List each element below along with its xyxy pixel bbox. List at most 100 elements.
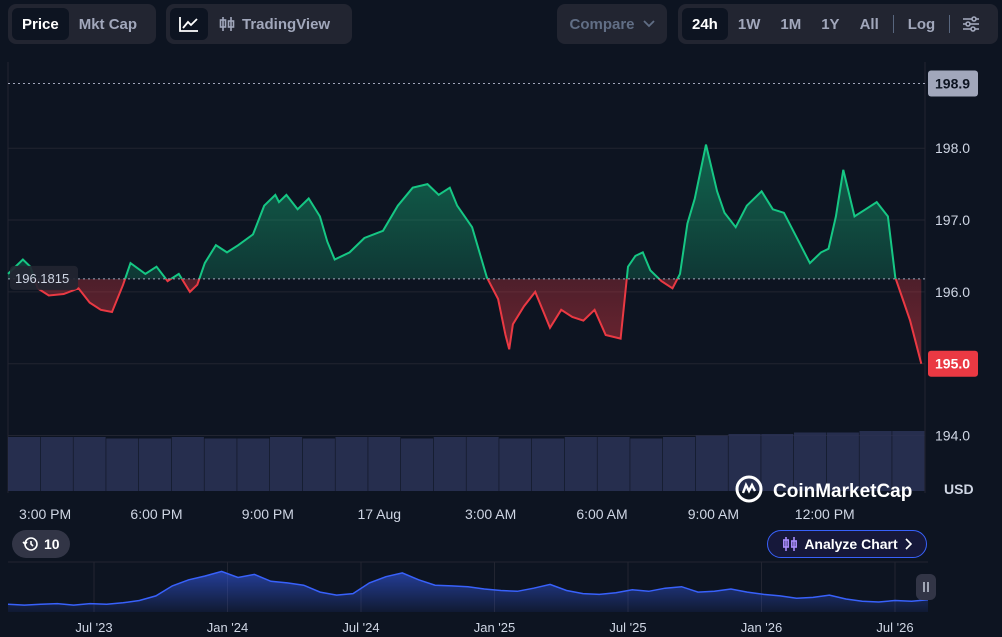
coinmarketcap-logo-mark <box>741 482 757 494</box>
volume-bar <box>761 434 794 491</box>
x-tick-label: 17 Aug <box>357 506 401 522</box>
volume-bar <box>564 437 597 491</box>
price-tab[interactable]: Price <box>12 8 69 40</box>
navigator-handle[interactable] <box>916 574 936 600</box>
navigator-area <box>7 570 929 612</box>
line-chart-button[interactable] <box>170 8 208 40</box>
volume-bar <box>302 438 335 491</box>
volume-bar <box>597 437 630 491</box>
navigator-line <box>7 570 929 606</box>
volume-bar <box>335 437 368 491</box>
range-1y-button[interactable]: 1Y <box>821 15 840 33</box>
volume-bar <box>171 437 204 491</box>
volume-bar <box>73 437 106 491</box>
chevron-right-icon <box>905 538 912 550</box>
volume-bar <box>433 437 466 491</box>
volume-bar <box>40 437 73 491</box>
navigator-label: Jul '25 <box>609 620 646 635</box>
history-count: 10 <box>44 536 60 552</box>
price-area <box>8 144 922 364</box>
y-tick-label: 196.0 <box>935 284 970 300</box>
candlestick-icon <box>783 537 798 551</box>
price-line-down <box>33 278 923 364</box>
volume-bar <box>401 438 434 491</box>
reference-label-bg <box>10 265 78 290</box>
tradingview-label: TradingView <box>242 15 331 33</box>
chart-settings-button[interactable] <box>954 8 988 40</box>
price-area-up <box>8 144 896 279</box>
navigator-handle-body[interactable] <box>916 574 936 600</box>
analyze-chart-label: Analyze Chart <box>804 536 898 552</box>
volume-bar <box>139 438 172 491</box>
volume-bar <box>237 438 270 491</box>
price-area-down <box>8 278 922 364</box>
range-1m-button[interactable]: 1M <box>780 15 802 33</box>
navigator-area-fill <box>8 571 928 612</box>
range-selector: 24h 1W 1M 1Y All Log <box>678 4 998 44</box>
candlestick-icon <box>219 17 235 31</box>
chart-type-toggle: Price Mkt Cap <box>8 4 156 44</box>
current-price-label: 195.0 <box>935 356 970 372</box>
chart-toolbar: Price Mkt Cap TradingView Compare 24h 1W… <box>0 0 1002 48</box>
price-chart[interactable]: 196.1815 194.0 195.0 196.0 197.0 198.0 198.9 1… <box>0 56 1002 526</box>
history-icon <box>22 537 38 551</box>
navigator-label: Jan '25 <box>474 620 516 635</box>
current-price-badge <box>928 350 978 377</box>
volume-bar <box>663 437 696 491</box>
coinmarketcap-watermark: CoinMarketCap <box>735 475 912 503</box>
x-tick-label: 6:00 AM <box>576 506 627 522</box>
chevron-down-icon <box>642 20 655 28</box>
history-badge[interactable]: 10 <box>12 530 70 558</box>
compare-dropdown[interactable]: Compare <box>557 4 667 44</box>
volume-bar <box>368 437 401 491</box>
range-24h-button[interactable]: 24h <box>682 8 728 40</box>
reference-label: 196.1815 <box>15 271 69 286</box>
reference-line: 196.1815 <box>8 265 925 290</box>
high-price-badge <box>928 70 978 97</box>
navigator-label: Jul '26 <box>876 620 913 635</box>
price-line <box>7 144 923 364</box>
range-all-button[interactable]: All <box>859 15 879 33</box>
analyze-chart-button[interactable]: Analyze Chart <box>767 530 927 558</box>
range-navigator[interactable]: Jul '23 Jan '24 Jul '24 Jan '25 Jul '25 Jan '… <box>0 560 1002 637</box>
x-tick-label: 9:00 PM <box>242 506 294 522</box>
volume-bar <box>826 432 859 491</box>
volume-bar <box>794 432 827 491</box>
y-tick-label: 194.0 <box>935 428 970 444</box>
navigator-label: Jan '26 <box>741 620 783 635</box>
volume-bars <box>8 431 925 491</box>
price-line-up <box>7 144 897 279</box>
currency-label: USD <box>944 481 974 497</box>
volume-bar <box>204 438 237 491</box>
tradingview-button[interactable]: TradingView <box>208 8 340 40</box>
navigator-label: Jul '24 <box>342 620 379 635</box>
log-scale-button[interactable]: Log <box>907 15 936 33</box>
range-1w-button[interactable]: 1W <box>737 15 761 33</box>
x-axis: 3:00 PM 6:00 PM 9:00 PM 17 Aug 3:00 AM 6:00 A… <box>19 506 855 522</box>
volume-bar <box>859 431 892 491</box>
range-divider <box>892 15 894 33</box>
x-tick-label: 9:00 AM <box>688 506 739 522</box>
navigator-axis: Jul '23 Jan '24 Jul '24 Jan '25 Jul '25 Jan '… <box>75 620 913 635</box>
volume-bar <box>106 438 139 491</box>
coinmarketcap-logo-icon <box>735 475 763 503</box>
compare-label: Compare <box>569 15 635 33</box>
y-tick-label: 198.0 <box>935 140 970 156</box>
x-tick-label: 6:00 PM <box>130 506 182 522</box>
x-tick-label: 12:00 PM <box>795 506 855 522</box>
volume-bar <box>695 435 728 491</box>
volume-bar <box>630 438 663 491</box>
mktcap-tab[interactable]: Mkt Cap <box>78 15 138 33</box>
chart-style-toggle: TradingView <box>166 4 352 44</box>
navigator-label: Jul '23 <box>75 620 112 635</box>
volume-bar <box>728 434 761 491</box>
volume-bar <box>532 438 565 491</box>
y-tick-label: 197.0 <box>935 212 970 228</box>
high-price-label: 198.9 <box>935 76 970 92</box>
x-tick-label: 3:00 PM <box>19 506 71 522</box>
volume-bar <box>270 437 303 491</box>
volume-bar <box>8 437 41 491</box>
volume-bar <box>499 438 532 491</box>
volume-bar <box>892 431 925 491</box>
